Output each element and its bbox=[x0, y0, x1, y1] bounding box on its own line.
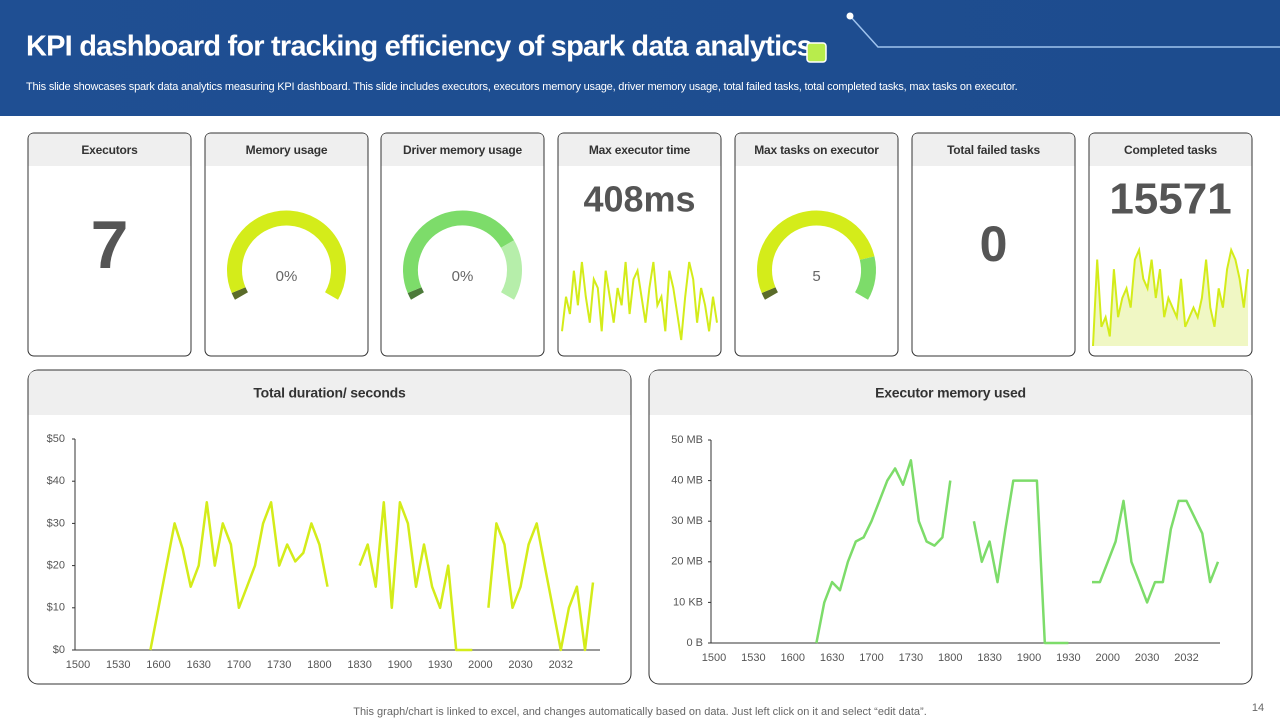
gauge-segment bbox=[227, 210, 346, 300]
gauge-label: 0% bbox=[276, 268, 298, 285]
panel bbox=[380, 132, 545, 357]
panel-header bbox=[558, 133, 721, 166]
gauge-segment bbox=[761, 287, 779, 300]
kpi-value: 15571 bbox=[1109, 175, 1231, 224]
x-tick-label: 2000 bbox=[468, 659, 492, 671]
panel-header bbox=[28, 370, 631, 415]
y-tick-label: $50 bbox=[47, 433, 65, 445]
card-title: Memory usage bbox=[246, 143, 328, 157]
card-title: Max tasks on executor bbox=[754, 143, 879, 157]
y-tick-label: $40 bbox=[47, 475, 65, 487]
panel-header bbox=[912, 133, 1075, 166]
gauge-segment bbox=[854, 256, 876, 300]
x-tick-label: 1630 bbox=[820, 652, 844, 664]
gauge-segment bbox=[757, 210, 875, 294]
x-tick-label: 1530 bbox=[106, 659, 130, 671]
x-tick-label: 1700 bbox=[859, 652, 883, 664]
panel-header bbox=[28, 133, 191, 166]
card-title: Max executor time bbox=[589, 143, 691, 157]
card-title: Executors bbox=[81, 143, 138, 157]
panel bbox=[27, 132, 192, 357]
x-tick-label: 1830 bbox=[347, 659, 371, 671]
sparkline bbox=[1092, 246, 1249, 347]
x-tick-label: 1800 bbox=[938, 652, 962, 664]
panel bbox=[911, 132, 1076, 357]
decor-dot bbox=[846, 12, 854, 20]
y-tick-label: 40 MB bbox=[671, 475, 703, 487]
sparkline-area bbox=[1093, 250, 1248, 346]
title-badge bbox=[806, 42, 827, 63]
x-tick-label: 2032 bbox=[549, 659, 573, 671]
panel bbox=[734, 132, 899, 357]
panel-header bbox=[381, 133, 544, 166]
x-tick-label: 1500 bbox=[702, 652, 726, 664]
y-tick-label: $0 bbox=[53, 644, 65, 656]
x-tick-label: 1700 bbox=[227, 659, 251, 671]
x-tick-label: 2030 bbox=[1135, 652, 1159, 664]
x-tick-label: 1530 bbox=[741, 652, 765, 664]
y-tick-label: 10 KB bbox=[673, 596, 703, 608]
y-tick-label: $10 bbox=[47, 602, 65, 614]
gauge-segment bbox=[500, 240, 522, 300]
card-title: Driver memory usage bbox=[403, 143, 522, 157]
sparkline bbox=[561, 261, 718, 341]
x-tick-label: 1900 bbox=[1017, 652, 1041, 664]
gauge-segment bbox=[403, 210, 515, 294]
panel bbox=[648, 369, 1253, 685]
x-tick-label: 1930 bbox=[1056, 652, 1080, 664]
x-tick-label: 2000 bbox=[1096, 652, 1120, 664]
card-title: Completed tasks bbox=[1124, 143, 1218, 157]
panel-header bbox=[205, 133, 368, 166]
footer-note: This graph/chart is linked to excel, and… bbox=[353, 706, 927, 718]
panel-header bbox=[649, 370, 1252, 415]
kpi-value: 408ms bbox=[583, 179, 695, 220]
card-title: Total failed tasks bbox=[947, 143, 1040, 157]
y-tick-label: $30 bbox=[47, 517, 65, 529]
x-tick-label: 1600 bbox=[781, 652, 805, 664]
x-tick-label: 1830 bbox=[977, 652, 1001, 664]
page-number: 14 bbox=[1252, 702, 1264, 714]
x-tick-label: 1930 bbox=[428, 659, 452, 671]
gauge-segment bbox=[231, 287, 249, 300]
x-tick-label: 2032 bbox=[1174, 652, 1198, 664]
x-tick-label: 1630 bbox=[186, 659, 210, 671]
title: KPI dashboard for tracking efficiency of… bbox=[26, 31, 812, 63]
data-line bbox=[815, 459, 1220, 645]
decor-line bbox=[849, 15, 1280, 48]
kpi-value: 0 bbox=[980, 216, 1008, 272]
gauge-label: 5 bbox=[812, 268, 820, 285]
y-tick-label: 0 B bbox=[686, 637, 703, 649]
panel bbox=[204, 132, 369, 357]
x-tick-label: 1500 bbox=[66, 659, 90, 671]
panel bbox=[27, 369, 632, 685]
chart-title: Total duration/ seconds bbox=[253, 385, 406, 401]
x-tick-label: 2030 bbox=[508, 659, 532, 671]
x-tick-label: 1800 bbox=[307, 659, 331, 671]
panel-header bbox=[735, 133, 898, 166]
chart-title: Executor memory used bbox=[875, 385, 1026, 401]
y-tick-label: $20 bbox=[47, 560, 65, 572]
gauge-segment bbox=[407, 287, 425, 300]
header-band bbox=[0, 0, 1280, 116]
y-tick-label: 30 MB bbox=[671, 515, 703, 527]
data-line bbox=[149, 501, 595, 652]
subtitle: This slide showcases spark data analytic… bbox=[26, 81, 1018, 93]
panel-header bbox=[1089, 133, 1252, 166]
x-tick-label: 1730 bbox=[267, 659, 291, 671]
kpi-value: 7 bbox=[91, 207, 129, 283]
y-tick-label: 50 MB bbox=[671, 434, 703, 446]
gauge-label: 0% bbox=[452, 268, 474, 285]
x-tick-label: 1730 bbox=[899, 652, 923, 664]
x-tick-label: 1900 bbox=[388, 659, 412, 671]
x-tick-label: 1600 bbox=[146, 659, 170, 671]
y-tick-label: 20 MB bbox=[671, 556, 703, 568]
